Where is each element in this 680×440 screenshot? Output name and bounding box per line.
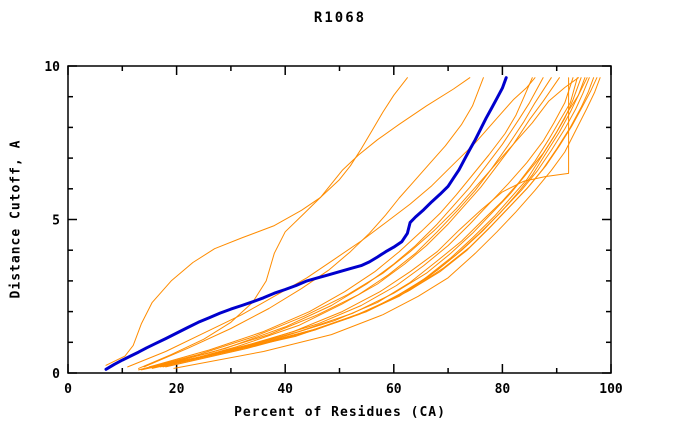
x-tick-label: 60	[386, 382, 402, 397]
y-tick-label: 10	[44, 60, 60, 75]
series-curve-03	[143, 77, 484, 368]
series-curve-19	[165, 77, 598, 368]
series-curve-17	[138, 77, 579, 371]
chart-title: R1068	[313, 10, 367, 26]
series-curve-16	[173, 77, 601, 369]
x-axis-label: Percent of Residues (CA)	[234, 405, 446, 420]
series-curve-05	[127, 77, 536, 368]
series-curve-07	[146, 77, 552, 369]
series-curve-08	[162, 77, 560, 368]
x-tick-label: 40	[277, 382, 293, 397]
series-curve-13	[154, 77, 586, 368]
y-tick-label: 5	[52, 214, 60, 229]
x-tick-label: 20	[169, 382, 185, 397]
series-curve-06	[154, 77, 544, 368]
series-curve-12	[148, 77, 582, 368]
series-curve-10	[140, 77, 574, 371]
series-curve-02	[138, 77, 471, 369]
x-tick-label: 80	[495, 382, 511, 397]
series-highlighted-curve	[104, 76, 508, 371]
series-curve-04	[148, 77, 533, 368]
series-curve-01	[105, 77, 408, 366]
y-tick-label: 0	[52, 367, 60, 382]
x-tick-label: 100	[599, 382, 623, 397]
x-tick-label: 0	[64, 382, 72, 397]
series-curve-18	[157, 77, 588, 368]
series-curve-09	[151, 77, 570, 369]
